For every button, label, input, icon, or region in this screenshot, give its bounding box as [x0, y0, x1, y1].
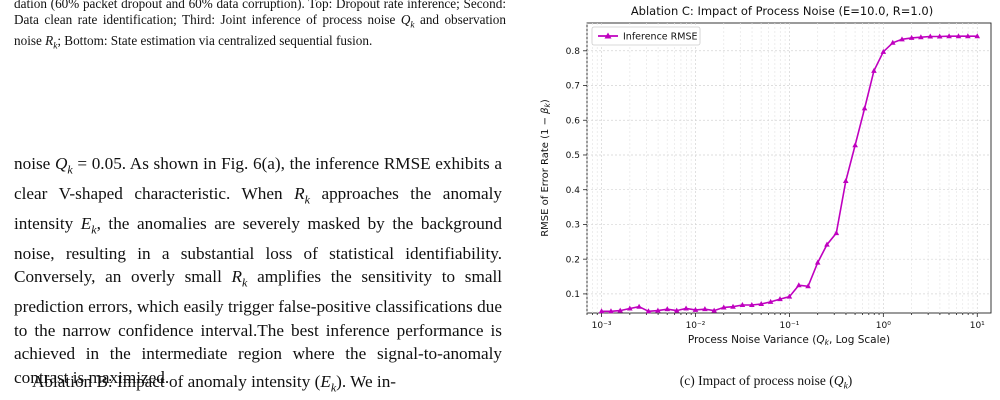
y-tick-label: 0.4: [566, 186, 581, 196]
chart-title: Ablation C: Impact of Process Noise (E=1…: [631, 4, 933, 18]
data-point: [702, 306, 708, 312]
data-point: [664, 306, 671, 312]
data-point: [852, 142, 858, 148]
data-point: [711, 307, 717, 313]
data-point: [739, 302, 746, 308]
data-point: [955, 33, 962, 39]
y-tick-label: 0.8: [566, 47, 581, 57]
y-axis-label: RMSE of Error Rate (1 − βk): [540, 99, 552, 237]
data-point: [899, 36, 905, 42]
y-tick-label: 0.7: [566, 82, 580, 92]
x-tick-label: 10¹: [970, 321, 985, 331]
data-point: [936, 33, 943, 39]
legend-label: Inference RMSE: [623, 32, 698, 43]
y-tick-label: 0.1: [566, 290, 580, 300]
data-point: [617, 307, 624, 313]
legend-marker: [604, 32, 612, 39]
data-point: [786, 293, 793, 299]
series-layer: [598, 33, 981, 314]
data-point: [871, 67, 877, 73]
data-point: [683, 305, 689, 311]
data-point: [927, 33, 934, 39]
data-point: [673, 307, 680, 313]
rmse-line-chart: Ablation C: Impact of Process Noise (E=1…: [540, 4, 992, 347]
y-tick-label: 0.5: [566, 151, 580, 161]
data-point: [636, 303, 642, 309]
data-point: [767, 298, 774, 304]
y-tick-label: 0.2: [566, 255, 580, 265]
data-point: [796, 282, 802, 288]
data-point: [880, 48, 887, 54]
data-point: [889, 39, 896, 45]
data-point: [974, 33, 981, 39]
figure-panel: Ablation C: Impact of Process Noise (E=1…: [532, 0, 1000, 400]
legend: Inference RMSE: [591, 26, 701, 46]
data-point: [842, 178, 849, 184]
plot-area: [586, 22, 992, 314]
axis-ticks: 10⁻³ 10⁻² 10⁻¹ 10⁰ 10¹ 0.1 0.2 0.3 0.4 0.5 0.6 0.7 0…: [566, 47, 986, 331]
data-point: [608, 308, 614, 314]
data-point: [758, 300, 765, 306]
subfigure-caption: (c) Impact of process noise (Qk): [679, 373, 853, 392]
data-point: [645, 308, 652, 314]
y-tick-label: 0.6: [566, 116, 581, 126]
data-point: [598, 308, 605, 314]
data-point: [908, 34, 915, 40]
data-point: [861, 105, 868, 111]
data-point: [777, 296, 783, 302]
body-paragraph: noise Qk = 0.05. As shown in Fig. 6(a), …: [14, 154, 502, 387]
data-point: [655, 307, 661, 313]
grid-lines: [586, 23, 991, 313]
x-tick-label: 10⁻²: [686, 321, 706, 331]
data-point: [749, 302, 755, 308]
x-axis-label: Process Noise Variance (Qk, Log Scale): [688, 334, 890, 347]
y-tick-label: 0.3: [566, 221, 580, 231]
data-point: [814, 259, 821, 265]
data-point: [692, 306, 699, 312]
data-point: [824, 241, 830, 247]
data-point: [946, 33, 952, 39]
series-line: [601, 35, 978, 313]
x-tick-label: 10⁻³: [592, 321, 612, 331]
data-point: [918, 34, 924, 40]
figure-caption-fragment: dation (60% packet dropout and 60% data …: [14, 0, 506, 51]
data-point: [720, 304, 727, 310]
x-tick-label: 10⁰: [876, 321, 891, 331]
data-point: [730, 303, 736, 309]
data-point: [627, 305, 633, 311]
data-point: [965, 33, 971, 39]
data-point: [833, 230, 840, 236]
body-paragraph-ablation-b: Ablation B: Impact of anomaly intensity …: [32, 372, 397, 395]
data-point: [805, 283, 811, 289]
x-tick-label: 10⁻¹: [780, 321, 800, 331]
